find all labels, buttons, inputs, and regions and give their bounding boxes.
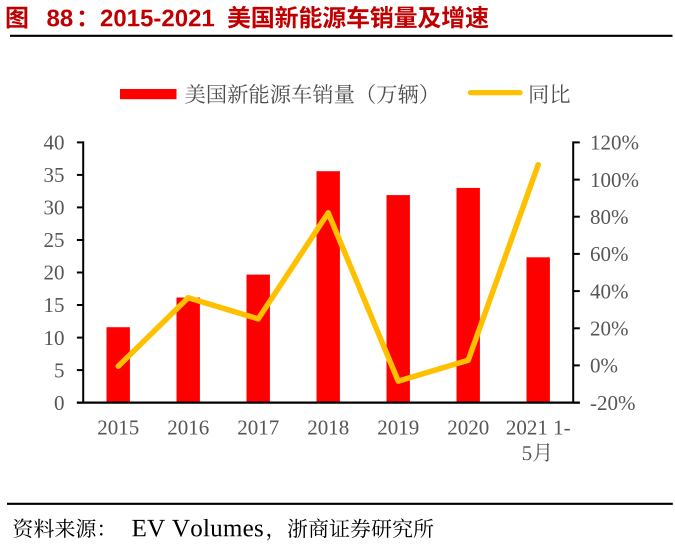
svg-text:60%: 60% (590, 242, 629, 266)
svg-text:15: 15 (44, 293, 65, 317)
svg-text:40: 40 (44, 131, 65, 155)
svg-text:2021 1-: 2021 1- (506, 416, 571, 440)
svg-text:0: 0 (54, 391, 65, 415)
svg-text:20: 20 (44, 261, 65, 285)
svg-text:25: 25 (44, 228, 65, 252)
svg-text:20%: 20% (590, 317, 629, 341)
svg-text:2020: 2020 (447, 416, 489, 440)
svg-text:2018: 2018 (307, 416, 349, 440)
svg-text:40%: 40% (590, 279, 629, 303)
svg-text:2019: 2019 (377, 416, 419, 440)
svg-text:-20%: -20% (590, 391, 636, 415)
svg-text:35: 35 (44, 163, 65, 187)
svg-text:80%: 80% (590, 205, 629, 229)
svg-text:2016: 2016 (167, 416, 209, 440)
svg-text:30: 30 (44, 196, 65, 220)
svg-text:0%: 0% (590, 354, 618, 378)
svg-text:120%: 120% (590, 131, 639, 155)
svg-text:10: 10 (44, 326, 65, 350)
svg-text:100%: 100% (590, 168, 639, 192)
svg-text:2015: 2015 (97, 416, 139, 440)
svg-text:5: 5 (54, 358, 65, 382)
svg-text:2017: 2017 (237, 416, 279, 440)
